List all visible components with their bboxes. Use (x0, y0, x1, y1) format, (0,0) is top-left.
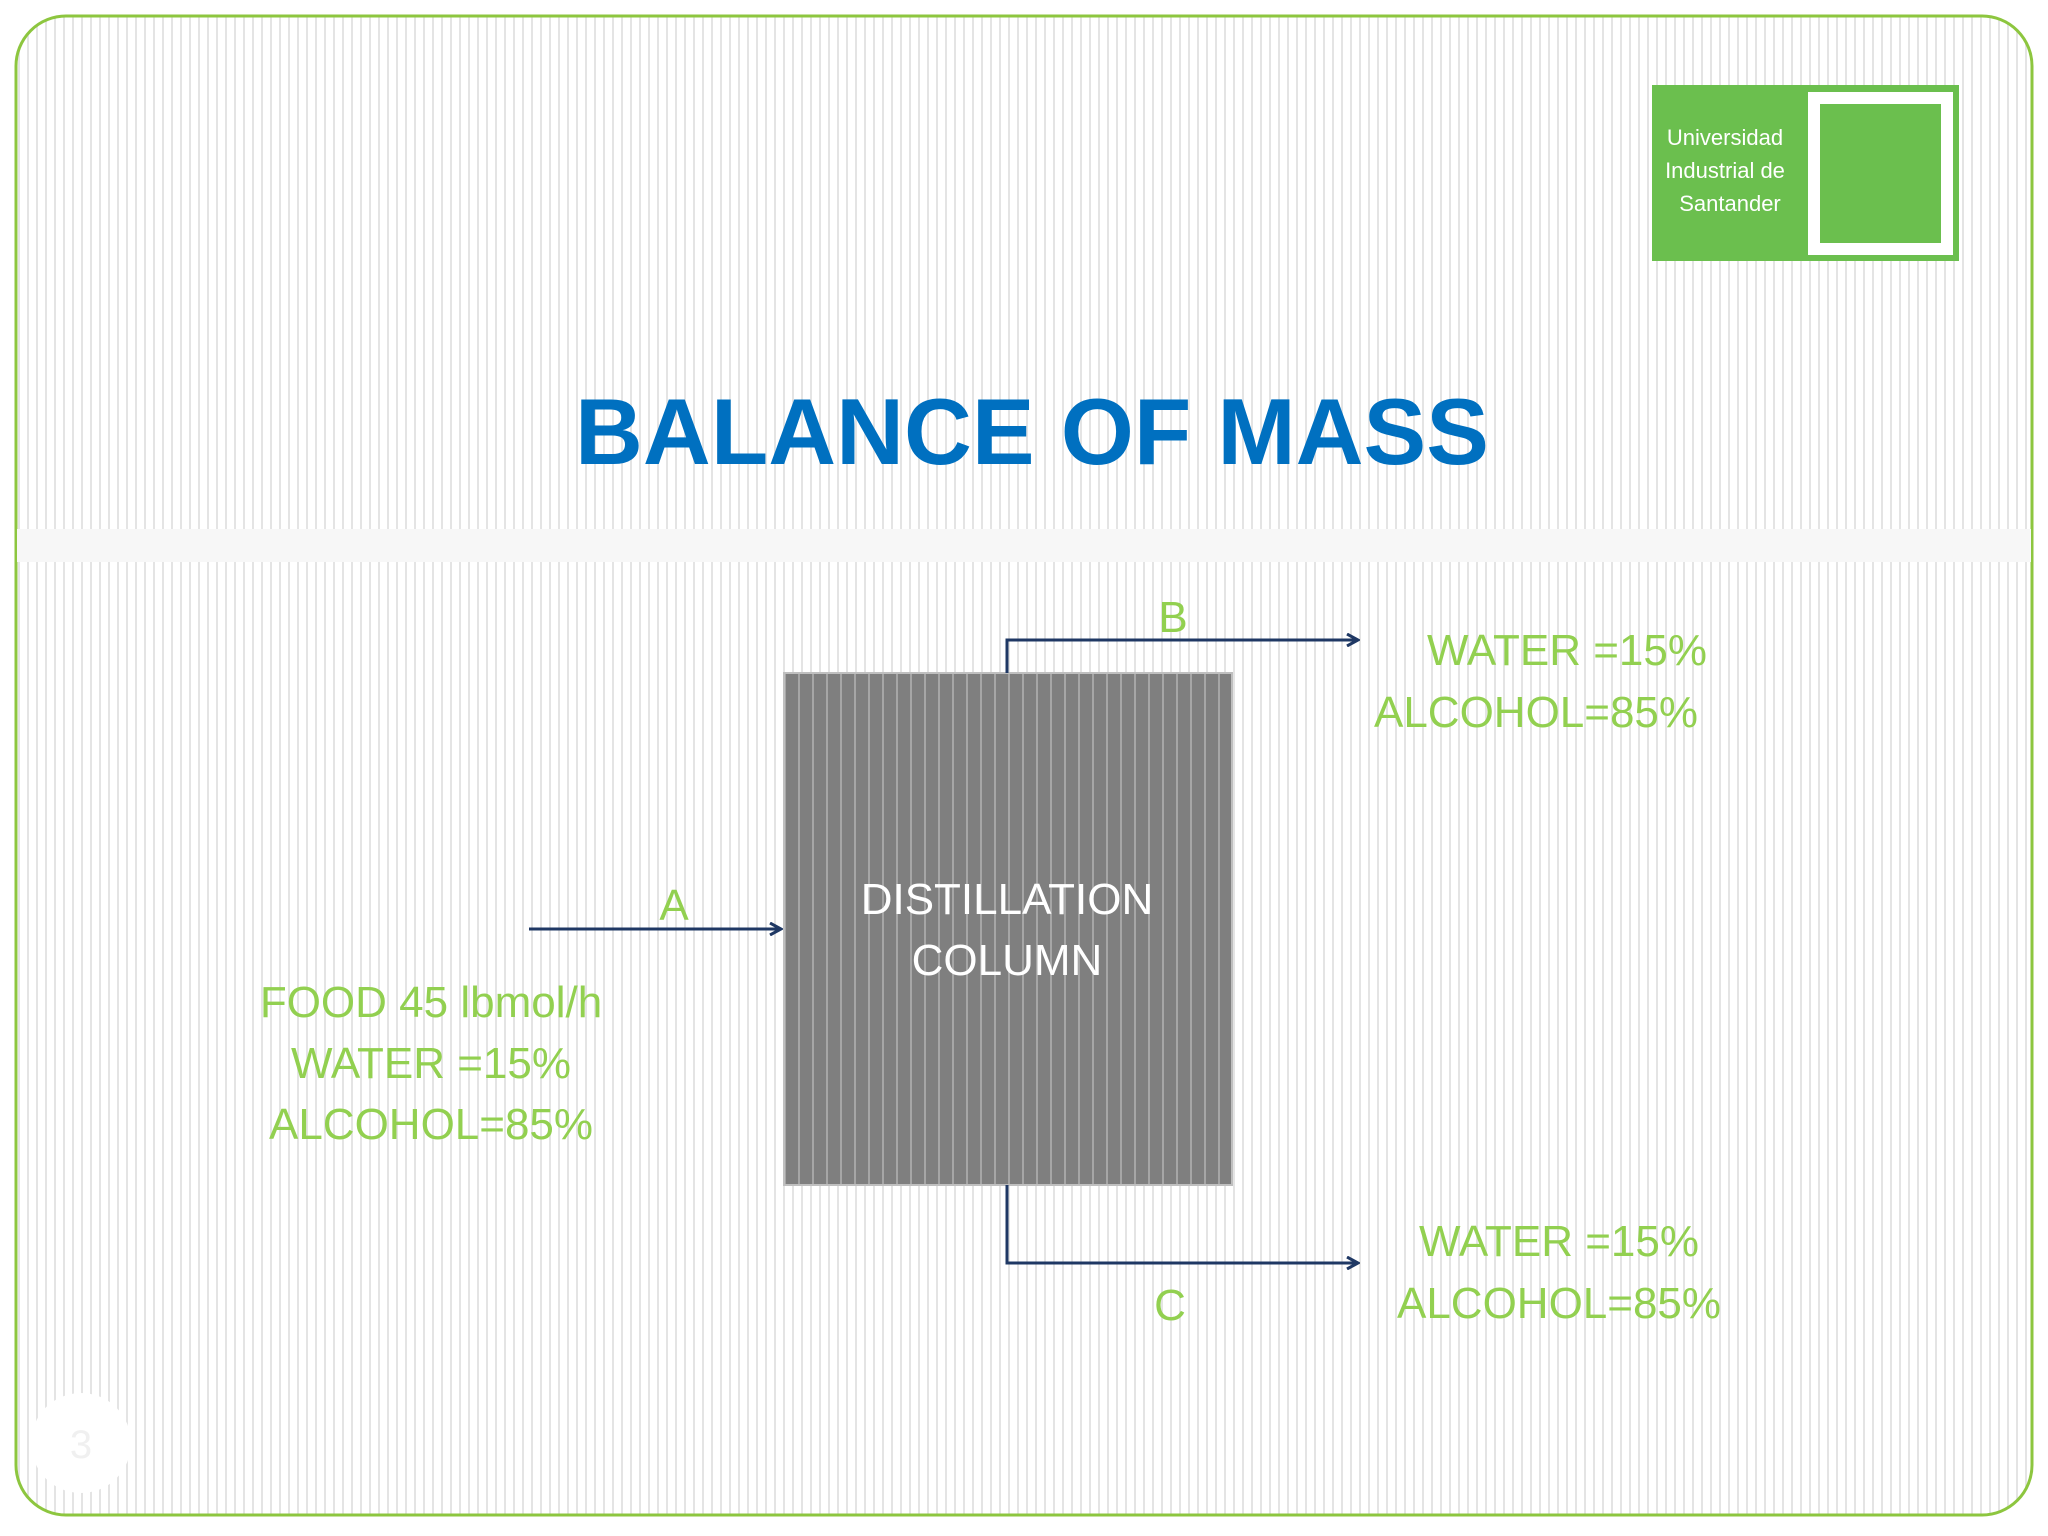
arrow-b (1005, 640, 1358, 673)
bottoms-text: ALCOHOL=85% (1397, 1279, 1721, 1328)
feed-text: ALCOHOL=85% (269, 1100, 593, 1149)
divider-band (17, 529, 2031, 562)
logo-emblem (1820, 104, 1941, 243)
bottoms-text: WATER =15% (1419, 1217, 1699, 1266)
distillate-text: ALCOHOL=85% (1374, 688, 1698, 737)
feed-text: FOOD 45 lbmol/h (260, 978, 602, 1027)
logo-text: Industrial de (1665, 158, 1785, 183)
stream-label: B (1158, 593, 1187, 642)
feed-text: WATER =15% (291, 1039, 571, 1088)
title: BALANCE OF MASS (575, 379, 1489, 484)
distillation-column (783, 672, 1233, 1186)
column-label: COLUMN (912, 936, 1103, 985)
slide-number-badge (31, 1393, 131, 1493)
logo-text: Santander (1679, 191, 1781, 216)
logo: Universidad Industrial de Santander (1652, 85, 1959, 261)
stream-label: A (659, 881, 689, 930)
stream-label: C (1154, 1281, 1186, 1330)
arrow-c (1005, 1185, 1358, 1263)
slide-number: 3 (70, 1423, 92, 1467)
distillate-text: WATER =15% (1427, 626, 1707, 675)
column-label: DISTILLATION (861, 875, 1154, 924)
logo-text: Universidad (1667, 125, 1783, 150)
